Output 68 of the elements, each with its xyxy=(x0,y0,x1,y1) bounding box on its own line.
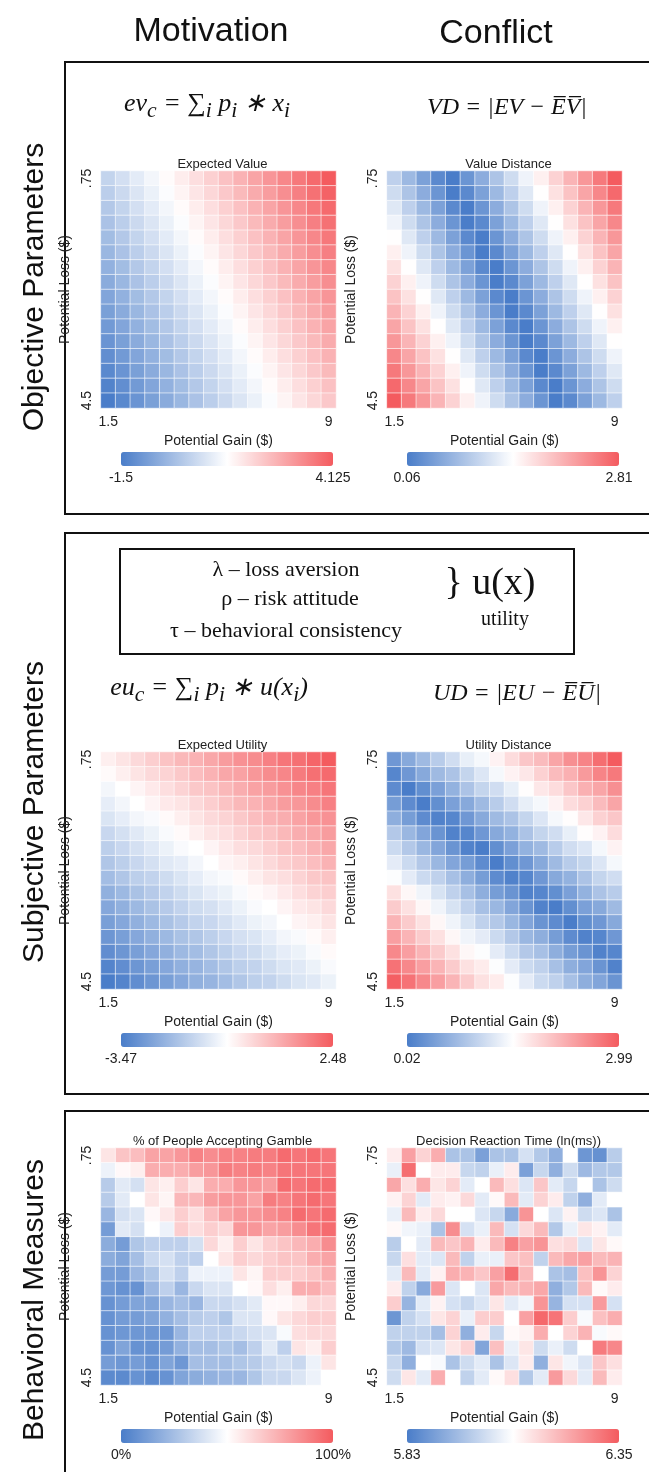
color-bar-label: -1.5 xyxy=(108,469,134,485)
chart-title: Decision Reaction Time (ln(ms)) xyxy=(416,1133,601,1148)
text: eu$_{c}$ = ∑$_{i}$ p$_{i}$ ∗ u(x$_{i}$) xyxy=(110,671,308,707)
y-axis-title: Potential Loss ($) xyxy=(342,816,358,925)
color-bar-label: 100% xyxy=(315,1446,351,1462)
y-tick-label: 4.5 xyxy=(363,390,380,411)
x-axis-title: Potential Gain ($) xyxy=(449,1012,559,1029)
y-tick-label: .75 xyxy=(363,168,380,189)
y-tick-label: 4.5 xyxy=(77,1367,94,1388)
chart-title: Expected Value xyxy=(177,156,268,171)
y-tick-label: 4.5 xyxy=(363,1367,380,1388)
text: Conflict xyxy=(439,12,553,51)
text: ρ – risk attitude xyxy=(221,584,359,611)
text: utility xyxy=(481,607,529,629)
text: } u(x) xyxy=(444,560,536,603)
x-tick-label: 9 xyxy=(324,994,333,1010)
y-axis-title: Potential Loss ($) xyxy=(56,235,72,344)
y-tick-label: .75 xyxy=(77,1145,94,1166)
color-bar-label: 0% xyxy=(110,1446,132,1462)
x-tick-label: 1.5 xyxy=(384,413,405,429)
text: λ – loss aversion xyxy=(212,555,360,582)
x-tick-label: 9 xyxy=(324,413,333,429)
chart-title: % of People Accepting Gamble xyxy=(132,1133,313,1148)
text: Motivation xyxy=(133,10,289,49)
y-tick-label: 4.5 xyxy=(363,971,380,992)
x-tick-label: 1.5 xyxy=(98,413,119,429)
y-axis-title: Potential Loss ($) xyxy=(56,816,72,925)
text: Subjective Parameters xyxy=(15,661,49,963)
color-bar-label: 5.83 xyxy=(393,1446,421,1462)
x-axis-title: Potential Gain ($) xyxy=(163,1012,273,1029)
x-tick-label: 1.5 xyxy=(98,994,119,1010)
chart-title: Expected Utility xyxy=(177,737,268,752)
x-axis-title: Potential Gain ($) xyxy=(163,431,273,448)
chart-title: Utility Distance xyxy=(465,737,552,752)
y-axis-title: Potential Loss ($) xyxy=(342,1212,358,1321)
text: τ – behavioral consistency xyxy=(170,616,402,643)
y-tick-label: .75 xyxy=(363,1145,380,1166)
text: Objective Parameters xyxy=(15,142,49,432)
color-bar-label: 0.02 xyxy=(393,1050,421,1066)
x-axis-title: Potential Gain ($) xyxy=(449,431,559,448)
text: UD = |EU − E̅U̅| xyxy=(432,678,602,706)
x-tick-label: 1.5 xyxy=(384,994,405,1010)
y-tick-label: .75 xyxy=(363,749,380,770)
y-axis-title: Potential Loss ($) xyxy=(342,235,358,344)
y-tick-label: .75 xyxy=(77,168,94,189)
x-tick-label: 9 xyxy=(324,1390,333,1406)
x-tick-label: 1.5 xyxy=(98,1390,119,1406)
y-axis-title: Potential Loss ($) xyxy=(56,1212,72,1321)
y-tick-label: 4.5 xyxy=(77,390,94,411)
y-tick-label: .75 xyxy=(77,749,94,770)
color-bar-label: 0.06 xyxy=(393,469,421,485)
color-bar-label: 4.125 xyxy=(315,469,351,485)
x-tick-label: 9 xyxy=(610,1390,619,1406)
x-tick-label: 9 xyxy=(610,994,619,1010)
y-tick-label: 4.5 xyxy=(77,971,94,992)
color-bar-label: 6.35 xyxy=(605,1446,633,1462)
color-bar-label: 2.48 xyxy=(319,1050,347,1066)
x-tick-label: 1.5 xyxy=(384,1390,405,1406)
x-tick-label: 9 xyxy=(610,413,619,429)
text: Behavioral Measures xyxy=(15,1159,49,1441)
chart-title: Value Distance xyxy=(465,156,552,171)
text: VD = |EV − E̅V̅| xyxy=(427,92,587,120)
color-bar-label: -3.47 xyxy=(105,1050,138,1066)
color-bar-label: 2.99 xyxy=(605,1050,633,1066)
color-bar-label: 2.81 xyxy=(605,469,633,485)
text: ev$_{c}$ = ∑$_{i}$ p$_{i}$ ∗ x$_{i}$ xyxy=(124,87,290,124)
x-axis-title: Potential Gain ($) xyxy=(449,1408,559,1425)
x-axis-title: Potential Gain ($) xyxy=(163,1408,273,1425)
